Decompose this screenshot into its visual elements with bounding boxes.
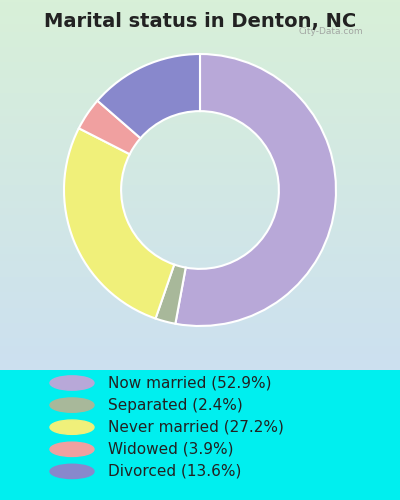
Circle shape bbox=[50, 442, 94, 456]
Text: City-Data.com: City-Data.com bbox=[298, 27, 363, 36]
Text: Separated (2.4%): Separated (2.4%) bbox=[108, 398, 243, 412]
Wedge shape bbox=[156, 264, 186, 324]
Circle shape bbox=[50, 420, 94, 434]
Wedge shape bbox=[79, 100, 140, 154]
Wedge shape bbox=[64, 128, 174, 318]
Wedge shape bbox=[175, 54, 336, 326]
Circle shape bbox=[50, 398, 94, 412]
Wedge shape bbox=[98, 54, 200, 138]
Text: Marital status in Denton, NC: Marital status in Denton, NC bbox=[44, 12, 356, 32]
Text: Never married (27.2%): Never married (27.2%) bbox=[108, 420, 284, 434]
Circle shape bbox=[50, 376, 94, 390]
Text: Divorced (13.6%): Divorced (13.6%) bbox=[108, 464, 241, 479]
Text: Widowed (3.9%): Widowed (3.9%) bbox=[108, 442, 234, 457]
Text: Now married (52.9%): Now married (52.9%) bbox=[108, 376, 272, 390]
Circle shape bbox=[50, 464, 94, 478]
